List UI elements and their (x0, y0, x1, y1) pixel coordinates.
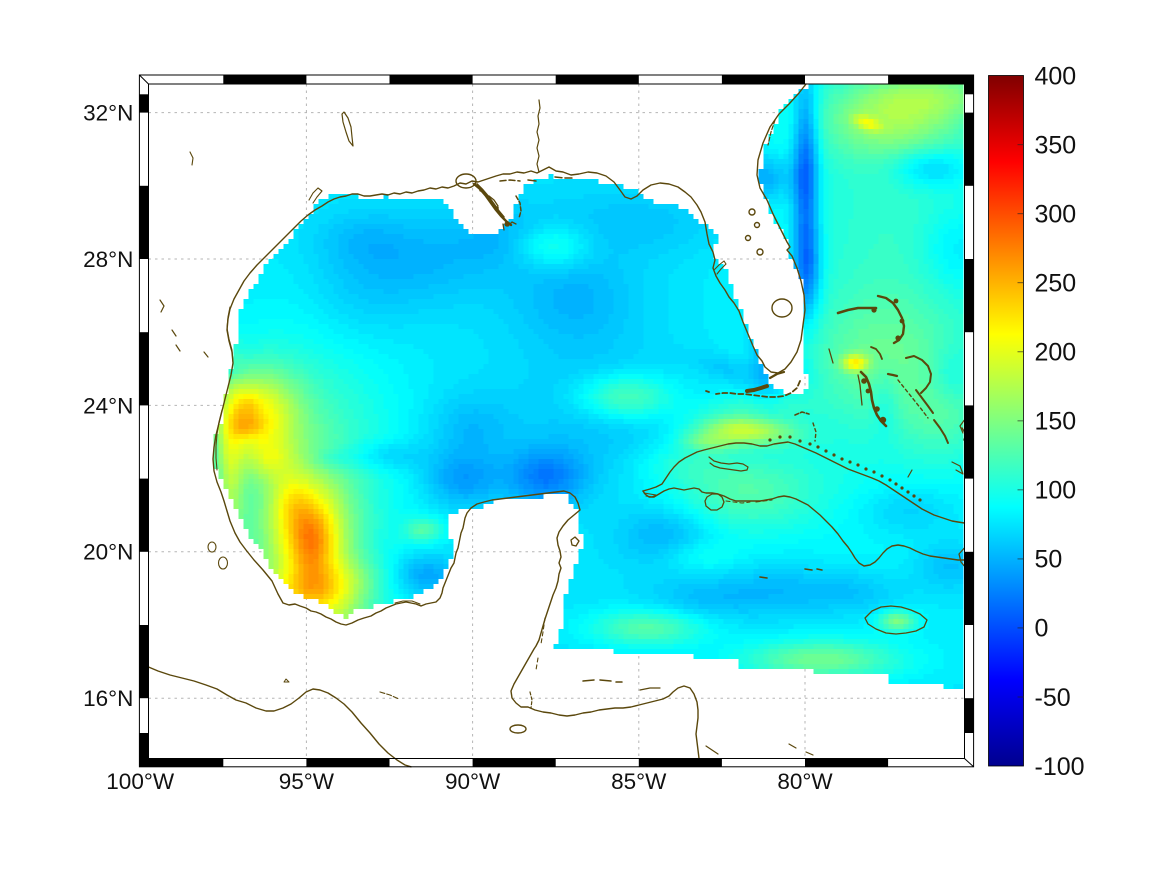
svg-text:400: 400 (1035, 62, 1077, 90)
svg-text:100: 100 (1035, 477, 1077, 505)
svg-text:85°W: 85°W (611, 769, 667, 794)
svg-text:-100: -100 (1035, 753, 1085, 781)
svg-text:16°N: 16°N (83, 686, 133, 711)
svg-text:250: 250 (1035, 269, 1077, 297)
svg-text:32°N: 32°N (83, 101, 133, 126)
svg-text:100°W: 100°W (106, 769, 175, 794)
svg-text:0: 0 (1035, 615, 1049, 643)
svg-text:300: 300 (1035, 200, 1077, 228)
svg-text:-50: -50 (1035, 684, 1071, 712)
svg-text:200: 200 (1035, 339, 1077, 367)
svg-text:80°W: 80°W (777, 769, 833, 794)
svg-text:350: 350 (1035, 131, 1077, 159)
svg-text:95°W: 95°W (279, 769, 335, 794)
svg-text:50: 50 (1035, 546, 1063, 574)
svg-text:150: 150 (1035, 408, 1077, 436)
svg-text:90°W: 90°W (445, 769, 501, 794)
svg-text:24°N: 24°N (83, 393, 133, 418)
svg-text:28°N: 28°N (83, 247, 133, 272)
svg-text:20°N: 20°N (83, 540, 133, 565)
